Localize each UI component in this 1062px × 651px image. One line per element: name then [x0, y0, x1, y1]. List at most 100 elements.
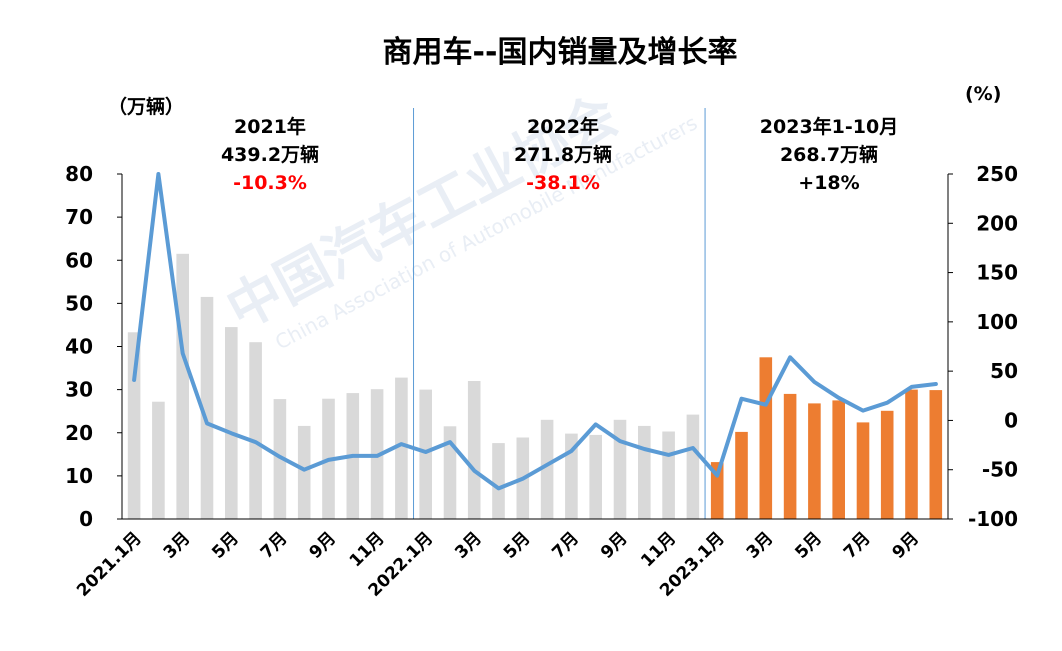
growth-point — [715, 474, 719, 478]
bar-2022-11 — [662, 431, 675, 519]
growth-point — [351, 454, 355, 458]
growth-point — [521, 477, 525, 481]
x-tick-label: 2021.1月 — [73, 528, 146, 601]
x-tick-label: 9月 — [305, 528, 340, 563]
growth-point — [569, 449, 573, 453]
left-tick-label: 80 — [65, 162, 93, 186]
growth-point — [497, 486, 501, 490]
bar-2021-2 — [152, 401, 165, 519]
year-dividers — [413, 108, 706, 519]
right-tick-label: 0 — [1004, 408, 1018, 432]
bar-2022-3 — [467, 381, 481, 519]
growth-point — [448, 440, 452, 444]
bar-2022-12 — [686, 414, 700, 519]
annotation-growth: -38.1% — [526, 172, 600, 194]
left-tick-label: 0 — [79, 507, 93, 531]
left-tick-label: 70 — [65, 205, 93, 229]
x-tick-label: 5月 — [500, 528, 535, 563]
x-tick-label: 9月 — [597, 528, 632, 563]
bar-2021-5 — [225, 327, 238, 519]
annotation-volume: 271.8万辆 — [514, 143, 612, 166]
growth-point — [254, 440, 258, 444]
growth-point — [132, 378, 136, 382]
bar-2023-9 — [905, 389, 918, 519]
bar-2023-3 — [759, 357, 773, 519]
left-tick-label: 60 — [65, 248, 93, 272]
x-tick-label: 9月 — [889, 528, 924, 563]
growth-point — [691, 446, 695, 450]
bar-2022-10 — [638, 425, 651, 519]
bar-2021-1 — [127, 332, 141, 519]
right-tick-label: 250 — [976, 162, 1018, 186]
growth-rate-line — [132, 172, 938, 491]
left-tick-label: 30 — [65, 378, 93, 402]
growth-point — [667, 453, 671, 457]
growth-point — [788, 355, 792, 359]
x-tick-label: 11月 — [637, 528, 680, 571]
x-tick-label: 3月 — [451, 528, 486, 563]
growth-point — [618, 439, 622, 443]
growth-point — [764, 403, 768, 407]
annotation-volume: 439.2万辆 — [221, 143, 319, 166]
x-tick-label: 7月 — [548, 528, 583, 563]
growth-point — [545, 463, 549, 467]
growth-point — [812, 380, 816, 384]
x-tick-label: 7月 — [840, 528, 875, 563]
right-axis-unit: (%) — [965, 83, 1001, 105]
bar-2021-3 — [176, 253, 189, 520]
bar-2022-8 — [589, 434, 602, 519]
bar-2023-7 — [856, 422, 870, 519]
annotation-year: 2023年1-10月 — [760, 115, 898, 138]
growth-point — [302, 468, 306, 472]
left-tick-label: 20 — [65, 421, 93, 445]
bar-2023-8 — [880, 410, 894, 519]
bar-2021-12 — [395, 377, 408, 519]
right-tick-label: 200 — [976, 211, 1018, 235]
bar-2023-1 — [710, 462, 724, 519]
x-tick-label: 3月 — [160, 528, 195, 563]
annotation-volume: 268.7万辆 — [780, 143, 878, 166]
growth-point — [910, 385, 914, 389]
right-tick-label: -100 — [968, 507, 1018, 531]
growth-point — [399, 442, 403, 446]
bar-2023-5 — [808, 403, 821, 519]
growth-point — [594, 422, 598, 426]
x-tick-label: 7月 — [257, 528, 292, 563]
bar-2023-4 — [783, 393, 797, 519]
growth-point — [934, 382, 938, 386]
growth-point — [837, 396, 841, 400]
year-annotations: 2021年 439.2万辆 -10.3% 2022年 271.8万辆 -38.1% 2023… — [221, 115, 898, 194]
annotation-year: 2021年 — [234, 115, 306, 138]
bar-2023-6 — [832, 400, 845, 519]
growth-point — [278, 455, 282, 459]
growth-point — [229, 431, 233, 435]
growth-point — [205, 421, 209, 425]
x-tick-label: 5月 — [791, 528, 826, 563]
right-tick-label: 100 — [976, 310, 1018, 334]
left-tick-label: 50 — [65, 291, 93, 315]
bar-2022-4 — [492, 443, 505, 519]
bar-2022-9 — [613, 419, 627, 519]
left-tick-label: 40 — [65, 335, 93, 359]
growth-point — [156, 172, 160, 176]
left-tick-label: 10 — [65, 464, 93, 488]
bar-2023-2 — [735, 431, 748, 519]
growth-point — [472, 469, 476, 473]
growth-line-layer — [132, 172, 938, 491]
x-tick-label: 5月 — [208, 528, 243, 563]
bar-2021-6 — [249, 342, 262, 519]
right-tick-label: 150 — [976, 261, 1018, 285]
growth-point — [181, 351, 185, 355]
bar-2023-10 — [929, 390, 943, 519]
annotation-3: 2023年1-10月 268.7万辆 +18% — [760, 115, 898, 194]
x-tick-label: 3月 — [743, 528, 778, 563]
growth-point — [740, 397, 743, 401]
annotation-1: 2021年 439.2万辆 -10.3% — [221, 115, 319, 194]
growth-point — [885, 401, 889, 405]
chart-title: 商用车--国内销量及增长率 — [383, 35, 738, 70]
bar-2021-8 — [297, 425, 311, 519]
growth-point — [424, 450, 428, 454]
bar-2021-4 — [200, 296, 214, 519]
annotation-growth: +18% — [798, 172, 859, 194]
